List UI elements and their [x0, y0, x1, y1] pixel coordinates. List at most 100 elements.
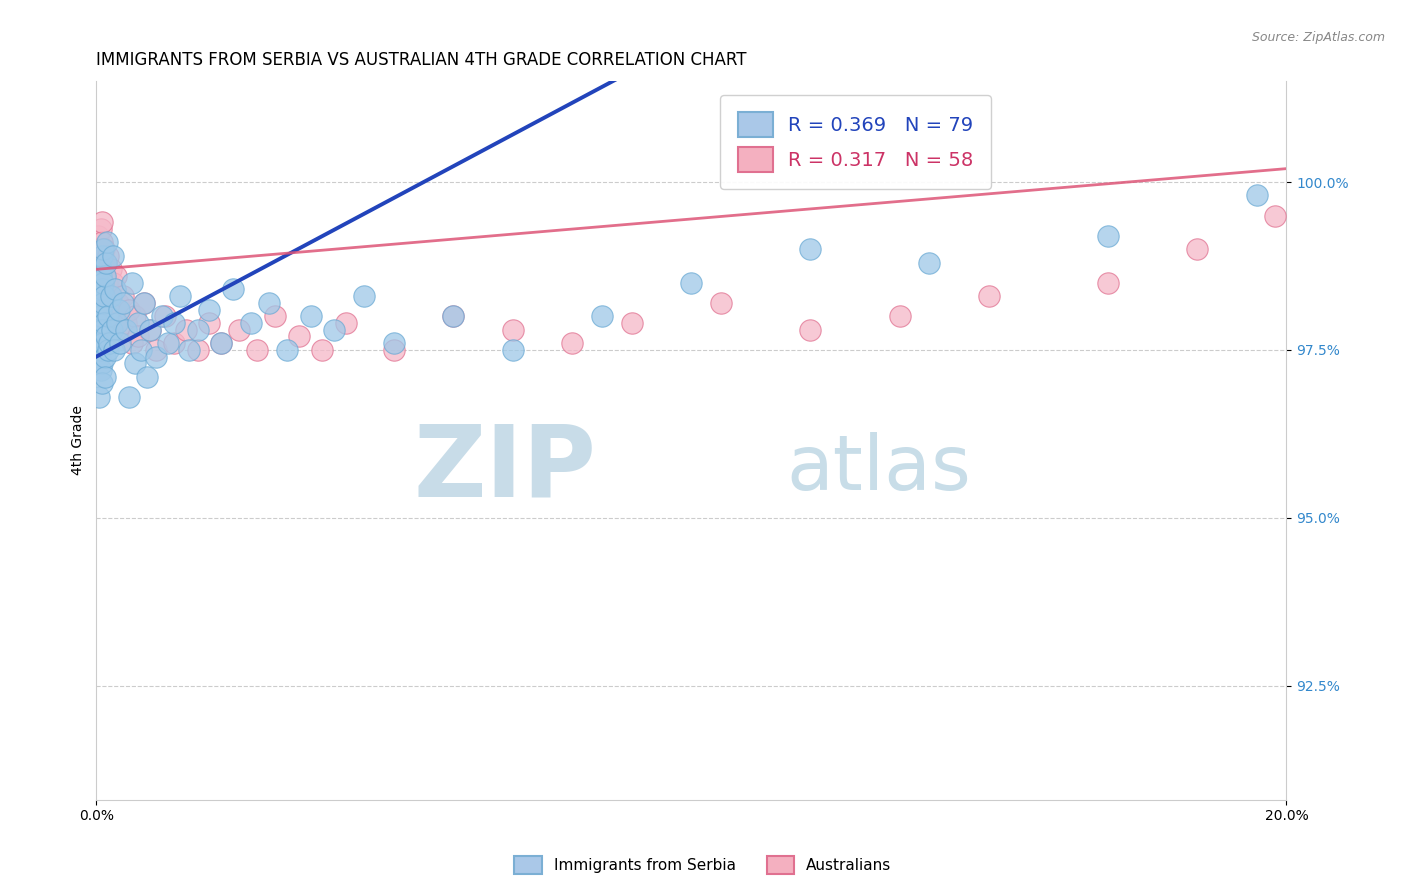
Point — [91, 323, 114, 337]
Point — [132, 296, 155, 310]
Point — [91, 242, 114, 256]
Point — [263, 310, 285, 324]
Point — [91, 215, 114, 229]
Point — [89, 289, 111, 303]
Point — [101, 249, 124, 263]
Point — [91, 376, 114, 391]
Text: Source: ZipAtlas.com: Source: ZipAtlas.com — [1251, 31, 1385, 45]
Legend: R = 0.369   N = 79, R = 0.317   N = 58: R = 0.369 N = 79, R = 0.317 N = 58 — [720, 95, 991, 189]
Point — [132, 296, 155, 310]
Point — [150, 310, 173, 324]
Point — [169, 289, 191, 303]
Point — [105, 316, 128, 330]
Point — [441, 310, 464, 324]
Point — [90, 283, 112, 297]
Point — [918, 255, 941, 269]
Point — [127, 316, 149, 330]
Point — [103, 343, 125, 357]
Point — [89, 316, 111, 330]
Point — [90, 302, 112, 317]
Point — [121, 336, 143, 351]
Point — [335, 316, 357, 330]
Point — [174, 323, 197, 337]
Point — [382, 336, 405, 351]
Point — [222, 283, 245, 297]
Point — [561, 336, 583, 351]
Point — [311, 343, 333, 357]
Point — [136, 369, 159, 384]
Point — [323, 323, 346, 337]
Point — [93, 350, 115, 364]
Point — [89, 276, 111, 290]
Point — [127, 329, 149, 343]
Point — [186, 343, 208, 357]
Point — [124, 356, 146, 370]
Point — [299, 310, 322, 324]
Point — [502, 343, 524, 357]
Point — [209, 336, 232, 351]
Point — [94, 296, 117, 310]
Point — [257, 296, 280, 310]
Point — [145, 343, 167, 357]
Point — [97, 310, 120, 324]
Point — [93, 336, 115, 351]
Point — [91, 249, 114, 263]
Point — [153, 310, 176, 324]
Y-axis label: 4th Grade: 4th Grade — [72, 406, 86, 475]
Point — [90, 283, 112, 297]
Point — [108, 336, 131, 351]
Point — [1097, 228, 1119, 243]
Point — [93, 242, 115, 256]
Point — [382, 343, 405, 357]
Point — [112, 296, 135, 310]
Point — [93, 276, 115, 290]
Point — [90, 356, 112, 370]
Point — [94, 255, 117, 269]
Point — [156, 336, 179, 351]
Point — [97, 343, 120, 357]
Point — [91, 262, 114, 277]
Point — [1264, 209, 1286, 223]
Point — [710, 296, 733, 310]
Point — [86, 323, 108, 337]
Point — [90, 343, 112, 357]
Point — [287, 329, 309, 343]
Point — [1097, 276, 1119, 290]
Point — [104, 268, 127, 283]
Point — [977, 289, 1000, 303]
Point — [107, 296, 129, 310]
Point — [98, 289, 121, 303]
Point — [89, 390, 111, 404]
Point — [89, 310, 111, 324]
Point — [177, 343, 200, 357]
Point — [681, 276, 703, 290]
Point — [101, 323, 124, 337]
Point — [87, 310, 110, 324]
Point — [100, 262, 122, 277]
Point — [89, 350, 111, 364]
Point — [93, 268, 115, 283]
Point — [89, 276, 111, 290]
Point — [118, 302, 141, 317]
Point — [87, 296, 110, 310]
Point — [198, 302, 221, 317]
Point — [1187, 242, 1209, 256]
Point — [209, 336, 232, 351]
Text: atlas: atlas — [786, 433, 972, 507]
Point — [353, 289, 375, 303]
Point — [96, 235, 118, 250]
Legend: Immigrants from Serbia, Australians: Immigrants from Serbia, Australians — [508, 850, 898, 880]
Point — [502, 323, 524, 337]
Point — [94, 255, 117, 269]
Point — [121, 276, 143, 290]
Point — [97, 249, 120, 263]
Point — [139, 323, 162, 337]
Point — [145, 350, 167, 364]
Point — [118, 390, 141, 404]
Point — [94, 268, 117, 283]
Point — [112, 289, 135, 303]
Point — [799, 242, 821, 256]
Point — [91, 296, 114, 310]
Point — [115, 316, 138, 330]
Point — [1246, 188, 1268, 202]
